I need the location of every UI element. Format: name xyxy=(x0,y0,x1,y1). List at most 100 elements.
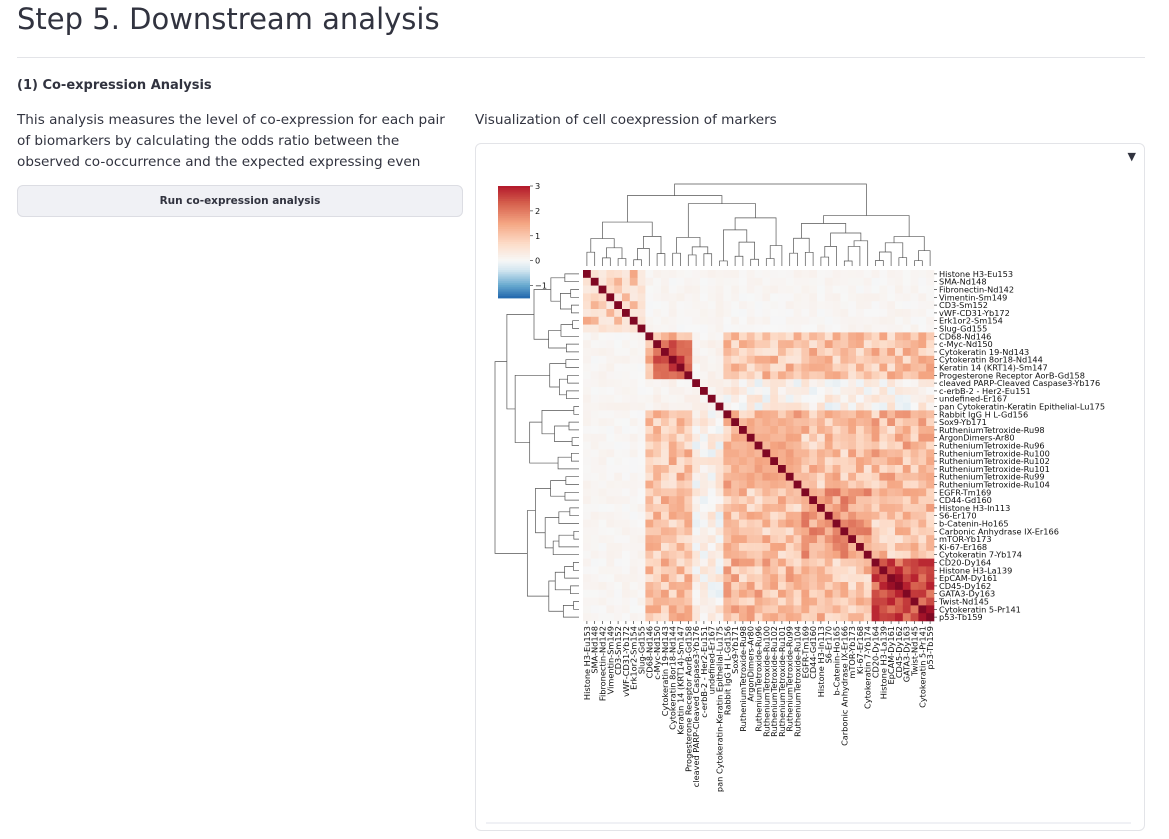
heatmap-cell xyxy=(684,589,693,598)
heatmap-cell xyxy=(871,332,880,341)
heatmap-cell xyxy=(809,558,818,567)
heatmap-cell xyxy=(606,355,615,364)
heatmap-cell xyxy=(598,605,607,614)
heatmap-cell xyxy=(583,394,592,403)
heatmap-cell xyxy=(700,496,709,505)
heatmap-cell xyxy=(707,270,716,279)
heatmap-cell xyxy=(614,371,623,380)
heatmap-cell xyxy=(840,496,849,505)
heatmap-cell xyxy=(902,543,911,552)
heatmap-cell xyxy=(731,504,740,513)
run-coexpression-button[interactable]: Run co-expression analysis xyxy=(17,185,463,217)
heatmap-cell xyxy=(637,285,646,294)
heatmap-cell xyxy=(590,277,599,286)
heatmap-cell xyxy=(739,457,748,466)
heatmap-cell xyxy=(926,480,935,489)
heatmap-cell xyxy=(731,558,740,567)
heatmap-cell xyxy=(902,418,911,427)
heatmap-cell xyxy=(832,457,841,466)
heatmap-cell xyxy=(629,527,638,536)
heatmap-cell xyxy=(856,605,865,614)
heatmap-cell xyxy=(910,433,919,442)
heatmap-cell xyxy=(863,582,872,591)
col-dendrogram-link xyxy=(691,246,709,255)
heatmap-cell xyxy=(629,504,638,513)
col-label: GATA3-Dy163 xyxy=(902,626,912,682)
heatmap-cell xyxy=(770,410,779,419)
heatmap-cell xyxy=(824,597,833,606)
heatmap-cell xyxy=(910,355,919,364)
col-label: Vimentin-Sm149 xyxy=(605,626,615,694)
heatmap-cell xyxy=(793,472,802,481)
heatmap-cell xyxy=(622,418,631,427)
heatmap-cell xyxy=(902,449,911,458)
heatmap-cell xyxy=(817,402,826,411)
colorbar-segment xyxy=(498,214,530,217)
heatmap-cell xyxy=(715,418,724,427)
heatmap-cell xyxy=(817,410,826,419)
heatmap-cell xyxy=(856,309,865,318)
heatmap-cell xyxy=(848,402,857,411)
row-dendrogram-link xyxy=(565,359,579,368)
heatmap-cell xyxy=(622,589,631,598)
heatmap-cell xyxy=(871,504,880,513)
heatmap-cell xyxy=(739,340,748,349)
heatmap-cell xyxy=(832,332,841,341)
horizontal-scrollbar[interactable] xyxy=(486,822,1131,824)
heatmap-cell xyxy=(754,363,763,372)
col-dendrogram-link xyxy=(875,260,884,266)
heatmap-cell xyxy=(590,441,599,450)
heatmap-cell xyxy=(871,527,880,536)
row-label: Sox9-Yb171 xyxy=(939,417,987,427)
heatmap-cell xyxy=(723,605,732,614)
heatmap-cell xyxy=(645,519,654,528)
heatmap-cell xyxy=(622,472,631,481)
heatmap-cell xyxy=(856,566,865,575)
heatmap-cell xyxy=(902,504,911,513)
heatmap-cell xyxy=(801,387,810,396)
heatmap-cell xyxy=(598,418,607,427)
heatmap-cell xyxy=(910,348,919,357)
heatmap-cell xyxy=(762,535,771,544)
heatmap-cell xyxy=(629,309,638,318)
heatmap-cell xyxy=(762,433,771,442)
heatmap-cell xyxy=(785,472,794,481)
heatmap-cell xyxy=(856,488,865,497)
chevron-down-icon[interactable]: ▼ xyxy=(1127,150,1136,163)
heatmap-cell xyxy=(887,277,896,286)
heatmap-cell xyxy=(793,402,802,411)
heatmap-cell xyxy=(598,472,607,481)
heatmap-cell xyxy=(801,309,810,318)
heatmap-cell xyxy=(809,527,818,536)
heatmap-cell xyxy=(614,293,623,302)
row-label: Erk1or2-Sm154 xyxy=(939,316,1003,326)
heatmap-cell xyxy=(918,410,927,419)
heatmap-cell xyxy=(785,550,794,559)
heatmap-cell xyxy=(692,488,701,497)
colorbar-segment xyxy=(498,275,530,278)
heatmap-cell xyxy=(715,285,724,294)
heatmap-cell xyxy=(645,511,654,520)
heatmap-cell xyxy=(598,566,607,575)
heatmap-cell xyxy=(910,394,919,403)
heatmap-cell xyxy=(793,332,802,341)
heatmap-cell xyxy=(614,582,623,591)
heatmap-cell xyxy=(778,402,787,411)
heatmap-cell xyxy=(653,519,662,528)
heatmap-cell xyxy=(895,496,904,505)
heatmap-cell xyxy=(684,418,693,427)
heatmap-cell xyxy=(863,574,872,583)
heatmap-cell xyxy=(653,426,662,435)
heatmap-cell xyxy=(887,605,896,614)
col-label: RutheniumTetroxide-Ru101 xyxy=(777,626,787,737)
heatmap-cell xyxy=(801,285,810,294)
heatmap-cell xyxy=(739,348,748,357)
heatmap-cell xyxy=(910,504,919,513)
heatmap-cell xyxy=(863,285,872,294)
heatmap-cell xyxy=(668,566,677,575)
heatmap-cell xyxy=(590,535,599,544)
heatmap-cell xyxy=(793,285,802,294)
heatmap-cell xyxy=(637,363,646,372)
heatmap-cell xyxy=(856,574,865,583)
row-label: b-Catenin-Ho165 xyxy=(939,519,1009,529)
